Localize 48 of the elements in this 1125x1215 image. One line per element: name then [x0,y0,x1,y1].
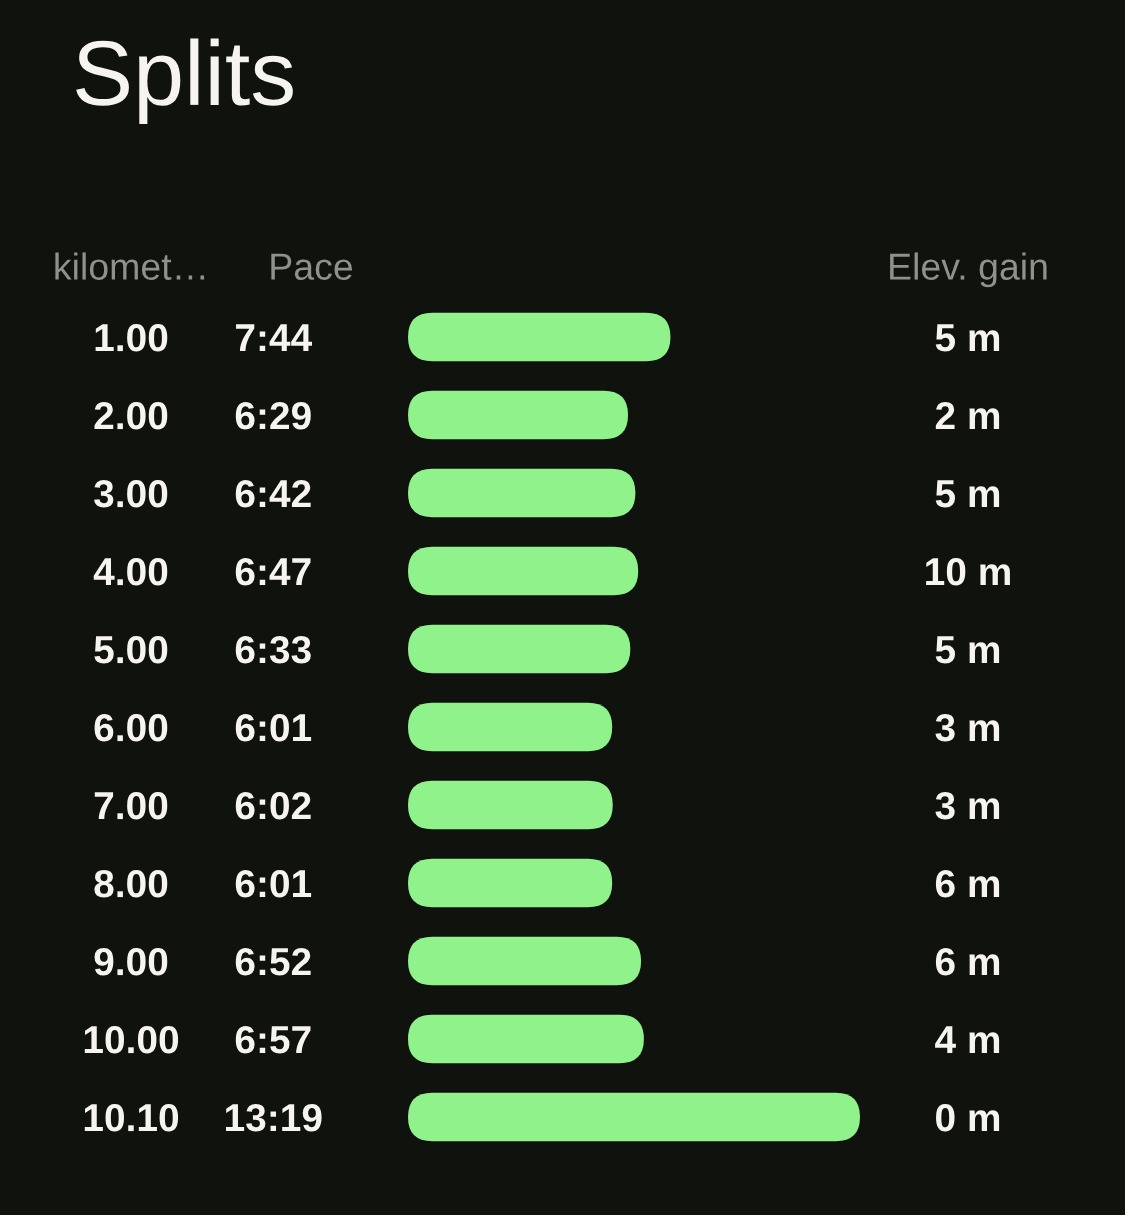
bar [408,702,613,752]
data-label: 6:02 [235,791,311,820]
data-label: 6:29 [235,401,311,430]
y-tick-label: 9.00 [94,947,168,976]
y-tick-label: 6.00 [94,713,168,742]
y-tick-label: 10.10 [84,1103,179,1132]
text: 3 m [935,791,1000,820]
bar [408,780,613,830]
data-label: 6:01 [235,869,312,898]
text: 5 m [935,324,1000,352]
bar [408,858,613,908]
chart-title: Splits [76,38,293,124]
y-tick-label: 8.00 [94,869,168,898]
y-tick-label: 4.00 [93,557,168,586]
bar [408,936,642,986]
data-label: 6:01 [235,713,312,742]
text: 0 m [936,1103,1000,1132]
y-tick-label: 10.00 [84,1025,179,1054]
bar [408,1014,644,1064]
data-label: 6:57 [235,1025,311,1054]
text: 10 m [926,557,1010,586]
y-tick-label: 3.00 [94,479,168,508]
bar [408,312,671,362]
bar [408,468,636,518]
text: Elev. gain [890,252,1047,288]
text: 5 m [935,480,1000,508]
bar [408,546,639,596]
x-axis-title: Pace [271,253,353,280]
y-tick-label: 1.00 [95,323,168,352]
data-label: 6:52 [235,947,311,976]
y-tick-label: 5.00 [94,635,168,664]
data-label: 7:44 [236,324,312,352]
text: 3 m [935,713,1000,742]
y-axis-title: kilomet… [55,252,205,280]
text: 5 m [935,636,1000,664]
bar [408,624,631,674]
data-label: 6:47 [235,557,311,586]
text: 2 m [935,401,1000,430]
text: 6 m [935,947,1000,976]
data-label: 6:33 [235,635,311,664]
y-tick-label: 7.00 [94,791,168,820]
data-label: 6:42 [235,479,311,508]
data-label: 13:19 [226,1103,322,1132]
bar [408,1092,860,1142]
text: 4 m [935,1026,1000,1054]
y-tick-label: 2.00 [94,401,168,430]
bar [408,390,629,440]
text: 6 m [935,869,1000,898]
